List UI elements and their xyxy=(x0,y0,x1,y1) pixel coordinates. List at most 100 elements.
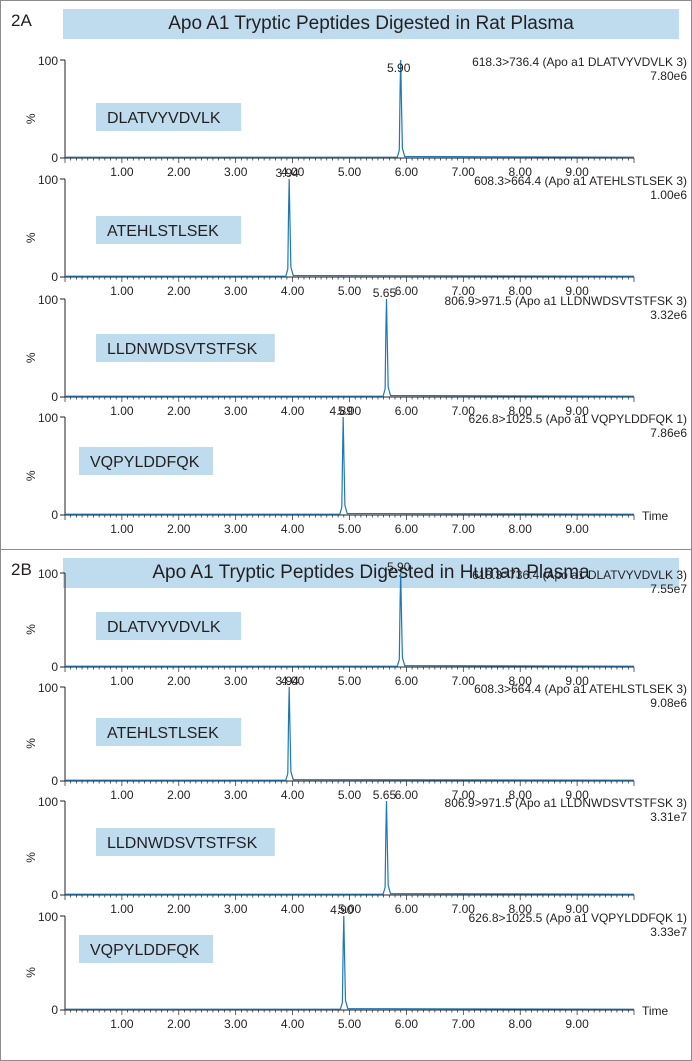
chromatogram-trace xyxy=(65,686,635,781)
x-tick-label: 5.00 xyxy=(338,1017,362,1031)
x-tick-label: 6.00 xyxy=(395,788,419,802)
x-tick-label: 7.00 xyxy=(452,674,476,688)
x-tick-label: 8.00 xyxy=(509,902,533,916)
x-tick-label: 4.00 xyxy=(281,522,305,536)
chromatogram-trace xyxy=(65,800,635,895)
y-tick-label-top: 100 xyxy=(38,54,58,68)
chromatogram-2b-vqpylddfqk: 100 0% 1.00 2.00 3.00 4.00 5.00 6.00 7.00 8.00 9.0… xyxy=(24,903,687,1031)
x-tick-label: 3.00 xyxy=(224,788,248,802)
x-tick-label: 1.00 xyxy=(110,902,134,916)
peptide-label: VQPYLDDFQK xyxy=(90,942,200,959)
peak-rt-label: 3.94 xyxy=(276,166,300,180)
panel-2a: 2A Apo A1 Tryptic Peptides Digested in R… xyxy=(0,0,692,550)
x-tick-label: 5.00 xyxy=(338,522,362,536)
peptide-label: DLATVYVDVLK xyxy=(107,110,221,127)
x-tick-label: 5.00 xyxy=(338,788,362,802)
x-tick-label: 8.00 xyxy=(509,674,533,688)
x-axis-title: Time xyxy=(642,509,669,523)
y-tick-label-bottom: 0 xyxy=(51,270,58,284)
transition-label: 806.9>971.5 (Apo a1 LLDNWDSVTSTFSK 3) xyxy=(445,294,687,308)
panel-label: 2A xyxy=(11,11,32,30)
chromatogram-2a-dlatvyvdvlk: 100 0% 1.00 2.00 3.00 4.00 5.00 6.00 7.00 8.00 9.0… xyxy=(24,54,687,179)
peptide-label: LLDNWDSVTSTFSK xyxy=(107,341,258,358)
panel-2b: 2B Apo A1 Tryptic Peptides Digested in H… xyxy=(0,549,692,1061)
peak-rt-label: 5.90 xyxy=(387,61,411,75)
chromatogram-trace xyxy=(65,298,635,397)
chromatogram-trace xyxy=(65,59,635,158)
x-tick-label: 6.00 xyxy=(395,902,419,916)
x-tick-label: 4.00 xyxy=(281,1017,305,1031)
x-tick-label: 2.00 xyxy=(167,1017,191,1031)
x-tick-label: 2.00 xyxy=(167,788,191,802)
x-tick-label: 9.00 xyxy=(565,522,589,536)
transition-label: 626.8>1025.5 (Apo a1 VQPYLDDFQK 1) xyxy=(469,911,687,925)
x-tick-label: 6.00 xyxy=(395,1017,419,1031)
y-tick-label-bottom: 0 xyxy=(51,508,58,522)
x-tick-label: 3.00 xyxy=(224,404,248,418)
transition-label: 626.8>1025.5 (Apo a1 VQPYLDDFQK 1) xyxy=(469,412,687,426)
y-axis-percent-label: % xyxy=(24,852,38,863)
peak-rt-label: 5.65 xyxy=(373,788,397,802)
y-axis-percent-label: % xyxy=(24,113,38,124)
x-tick-label: 7.00 xyxy=(452,284,476,298)
x-tick-label: 3.00 xyxy=(224,284,248,298)
chromatogram-trace xyxy=(65,416,635,515)
x-tick-label: 6.00 xyxy=(395,284,419,298)
y-axis-percent-label: % xyxy=(24,738,38,749)
x-tick-label: 7.00 xyxy=(452,1017,476,1031)
x-tick-label: 4.00 xyxy=(281,674,305,688)
y-tick-label-top: 100 xyxy=(38,411,58,425)
panel-title: Apo A1 Tryptic Peptides Digested in Rat … xyxy=(63,9,679,39)
x-tick-label: 1.00 xyxy=(110,788,134,802)
x-tick-label: 2.00 xyxy=(167,165,191,179)
transition-label: 608.3>664.4 (Apo a1 ATEHLSTLSEK 3) xyxy=(474,174,687,188)
x-tick-label: 8.00 xyxy=(509,788,533,802)
peptide-label-box xyxy=(79,935,213,963)
y-tick-label-top: 100 xyxy=(38,567,58,581)
x-tick-label: 8.00 xyxy=(509,165,533,179)
x-tick-label: 1.00 xyxy=(110,404,134,418)
x-tick-label: 4.00 xyxy=(281,404,305,418)
chromatogram-2b-lldnwdsvtstfsk: 100 0% 1.00 2.00 3.00 4.00 5.00 6.00 7.00 8.00 9.0… xyxy=(24,788,687,916)
y-axis-percent-label: % xyxy=(24,232,38,243)
x-tick-label: 3.00 xyxy=(224,522,248,536)
y-tick-label-top: 100 xyxy=(38,681,58,695)
intensity-label: 9.08e6 xyxy=(650,696,687,710)
peptide-label-box xyxy=(79,447,213,475)
peptide-label: VQPYLDDFQK xyxy=(90,454,200,471)
intensity-label: 7.80e6 xyxy=(650,69,687,83)
x-tick-label: 9.00 xyxy=(565,284,589,298)
x-tick-label: 9.00 xyxy=(565,788,589,802)
x-tick-label: 5.00 xyxy=(338,404,362,418)
x-tick-label: 5.00 xyxy=(338,284,362,298)
x-tick-label: 4.00 xyxy=(281,902,305,916)
x-tick-label: 2.00 xyxy=(167,404,191,418)
chromatogram-trace xyxy=(65,178,635,277)
chromatogram-stack-2b: 100 0% 1.00 2.00 3.00 4.00 5.00 6.00 7.00 8.00 9.0… xyxy=(24,560,687,1031)
x-tick-label: 5.00 xyxy=(338,674,362,688)
chromatogram-2a-atehlstlsek: 100 0% 1.00 2.00 3.00 4.00 5.00 6.00 7.00 8.00 9.0… xyxy=(24,166,687,298)
intensity-label: 3.31e7 xyxy=(650,810,687,824)
x-tick-label: 6.00 xyxy=(395,522,419,536)
peptide-label-box xyxy=(96,828,275,856)
y-tick-label-top: 100 xyxy=(38,910,58,924)
intensity-label: 7.86e6 xyxy=(650,426,687,440)
chromatogram-2a-lldnwdsvtstfsk: 100 0% 1.00 2.00 3.00 4.00 5.00 6.00 7.00 8.00 9.0… xyxy=(24,286,687,418)
peptide-label: ATEHLSTLSEK xyxy=(107,223,219,240)
x-tick-label: 1.00 xyxy=(110,284,134,298)
y-axis-percent-label: % xyxy=(24,624,38,635)
x-tick-label: 7.00 xyxy=(452,165,476,179)
x-tick-label: 9.00 xyxy=(565,674,589,688)
transition-label: 608.3>664.4 (Apo a1 ATEHLSTLSEK 3) xyxy=(474,682,687,696)
x-tick-label: 8.00 xyxy=(509,404,533,418)
x-tick-label: 7.00 xyxy=(452,788,476,802)
x-tick-label: 6.00 xyxy=(395,674,419,688)
chromatogram-2b-dlatvyvdvlk: 100 0% 1.00 2.00 3.00 4.00 5.00 6.00 7.00 8.00 9.0… xyxy=(24,560,687,688)
peptide-label-box xyxy=(96,216,242,244)
x-axis-title: Time xyxy=(642,1004,669,1018)
y-tick-label-bottom: 0 xyxy=(51,774,58,788)
x-tick-label: 3.00 xyxy=(224,674,248,688)
y-tick-label-top: 100 xyxy=(38,795,58,809)
transition-label: 806.9>971.5 (Apo a1 LLDNWDSVTSTFSK 3) xyxy=(445,796,687,810)
x-tick-label: 4.00 xyxy=(281,284,305,298)
